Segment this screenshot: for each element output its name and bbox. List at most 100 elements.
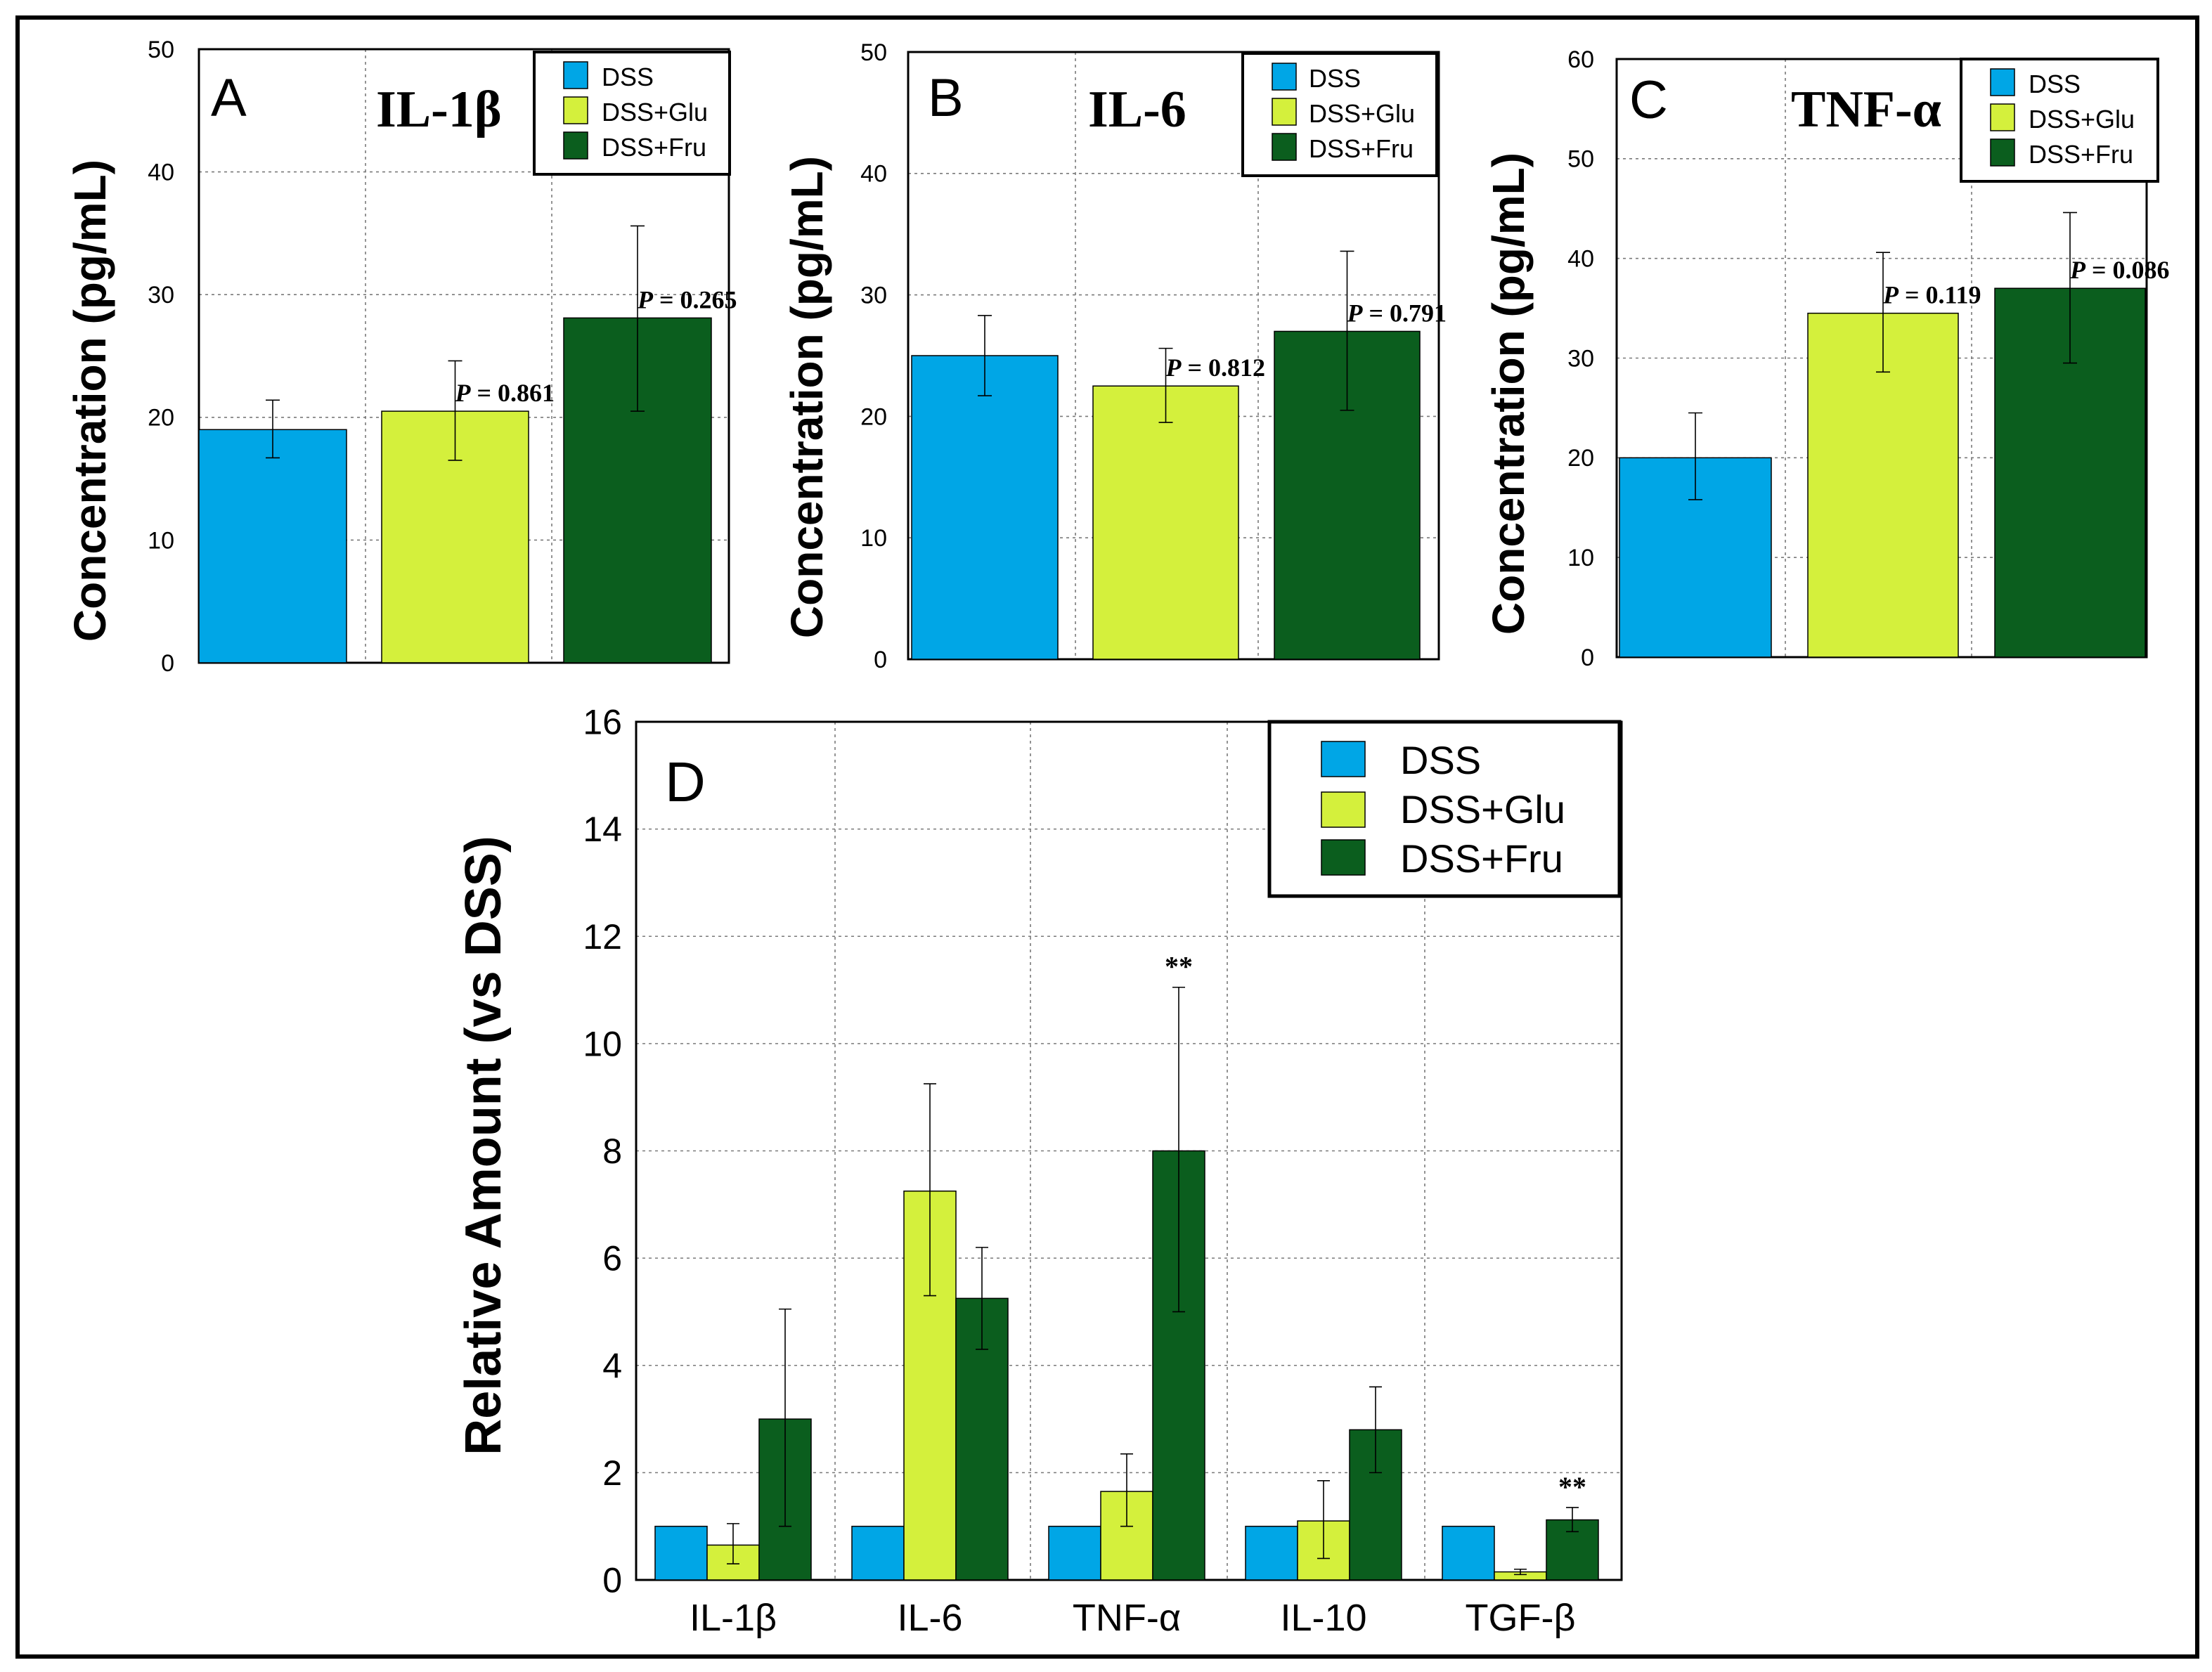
error-bar	[448, 360, 463, 461]
p-value-label: P = 0.086	[2069, 256, 2170, 284]
legend-swatch-fru	[563, 131, 588, 160]
bar-dss	[1048, 1525, 1101, 1581]
error-bar	[1369, 1386, 1382, 1474]
panel-b-letter: B	[928, 68, 964, 128]
panel-a-legend: DSS DSS+Glu DSS+Fru	[533, 51, 731, 176]
bar-dss	[1245, 1525, 1298, 1581]
y-tick-label: 12	[583, 917, 622, 957]
error-bar	[266, 399, 280, 459]
y-tick-label: 10	[148, 527, 174, 554]
legend-swatch-glu	[1321, 791, 1366, 828]
y-tick-label: 10	[860, 525, 887, 552]
error-bar	[1340, 250, 1354, 411]
p-value-label: P = 0.791	[1347, 299, 1447, 327]
y-tick-label: 4	[602, 1346, 622, 1385]
legend-label-glu: DSS+Glu	[2029, 105, 2135, 134]
legend-swatch-dss	[1321, 741, 1366, 777]
error-bar	[978, 315, 992, 396]
p-value-label: P = 0.119	[1882, 281, 1981, 309]
panel-b-legend: DSS DSS+Glu DSS+Fru	[1241, 52, 1438, 177]
bar-dss	[654, 1525, 708, 1581]
figure-frame	[15, 15, 2199, 1659]
error-bar	[630, 225, 645, 412]
legend-label-fru: DSS+Fru	[2029, 140, 2133, 169]
x-tick-label: IL-1β	[690, 1597, 777, 1639]
y-tick-label: 6	[602, 1239, 622, 1278]
y-tick-label: 30	[1567, 345, 1594, 372]
p-value-label: P = 0.812	[1165, 354, 1266, 382]
bar-glu	[1092, 385, 1239, 660]
panel-c-ylabel: Concentration (pg/mL)	[1483, 153, 1534, 635]
legend-label-fru: DSS+Fru	[1400, 836, 1563, 881]
legend-swatch-fru	[1990, 138, 2015, 167]
error-bar	[1688, 412, 1702, 500]
y-tick-label: 8	[602, 1132, 622, 1171]
x-tick-label: TGF-β	[1465, 1597, 1575, 1639]
error-bar	[727, 1523, 739, 1564]
p-value-label: P = 0.861	[455, 379, 555, 407]
significance-label: **	[1165, 951, 1193, 983]
y-tick-label: 40	[1567, 246, 1594, 273]
panel-d-letter: D	[665, 751, 706, 813]
panel-b-ylabel: Concentration (pg/mL)	[782, 156, 832, 638]
error-bar	[1514, 1568, 1527, 1576]
legend-label-dss: DSS	[602, 63, 654, 91]
error-bar	[1317, 1480, 1330, 1560]
panel-c-title: TNF-α	[1791, 81, 1941, 138]
panel-c-legend: DSS DSS+Glu DSS+Fru	[1960, 58, 2159, 183]
y-tick-label: 0	[161, 650, 174, 677]
panel-c: C TNF-α P = 0.119 P = 0.086 0 10 20 30 40 50 60…	[1483, 46, 2170, 671]
panel-a-letter: A	[211, 68, 247, 128]
error-bar	[2063, 212, 2077, 364]
legend-swatch-fru	[1272, 133, 1297, 161]
legend-label-dss: DSS	[2029, 70, 2081, 98]
legend-label-glu: DSS+Glu	[1400, 787, 1565, 831]
error-bar	[924, 1083, 936, 1297]
y-tick-label: 10	[583, 1024, 622, 1063]
y-tick-label: 40	[860, 161, 887, 188]
y-tick-label: 50	[860, 39, 887, 66]
bar-fru	[1274, 330, 1421, 660]
panel-d: D ** ** 0 2 4 6 8 10 12 14 16 IL-1β IL-6 TNF-α IL-10…	[455, 703, 1623, 1639]
panel-c-letter: C	[1629, 70, 1668, 130]
error-bar	[1566, 1507, 1579, 1533]
legend-label-dss: DSS	[1400, 738, 1481, 782]
y-tick-label: 60	[1567, 46, 1594, 73]
significance-label: **	[1558, 1471, 1586, 1503]
y-tick-label: 20	[1567, 445, 1594, 472]
legend-swatch-glu	[563, 96, 588, 124]
legend-label-fru: DSS+Fru	[602, 133, 706, 162]
bar-dss	[851, 1525, 905, 1581]
panel-a-title: IL-1β	[376, 81, 502, 138]
error-bar	[1158, 347, 1173, 423]
legend-label-dss: DSS	[1309, 64, 1361, 93]
panel-a-ylabel: Concentration (pg/mL)	[65, 160, 115, 642]
y-tick-label: 16	[583, 703, 622, 742]
x-tick-label: IL-6	[897, 1597, 962, 1639]
y-tick-label: 50	[1567, 146, 1594, 173]
y-tick-label: 0	[1581, 644, 1594, 671]
y-tick-label: 30	[860, 283, 887, 309]
error-bar	[976, 1247, 988, 1350]
panel-d-legend: DSS DSS+Glu DSS+Fru	[1267, 720, 1622, 898]
y-tick-label: 0	[874, 647, 887, 673]
x-tick-label: IL-10	[1280, 1597, 1366, 1639]
bar-dss	[1442, 1525, 1495, 1581]
y-tick-label: 30	[148, 282, 174, 309]
y-tick-label: 2	[602, 1453, 622, 1493]
panel-d-ylabel: Relative Amount (vs DSS)	[455, 836, 512, 1456]
y-tick-label: 10	[1567, 545, 1594, 571]
legend-swatch-glu	[1990, 103, 2015, 131]
panel-a: A IL-1β P = 0.861 P = 0.265 0 10 20 30 40 50 C…	[65, 37, 737, 677]
legend-swatch-fru	[1321, 839, 1366, 876]
legend-label-fru: DSS+Fru	[1309, 134, 1414, 163]
y-tick-label: 50	[148, 37, 174, 63]
y-tick-label: 20	[860, 403, 887, 430]
y-tick-label: 0	[602, 1561, 622, 1600]
error-bar	[1876, 252, 1890, 373]
legend-label-glu: DSS+Glu	[1309, 99, 1415, 128]
legend-swatch-dss	[1990, 68, 2015, 96]
panel-b-title: IL-6	[1088, 81, 1186, 138]
y-tick-label: 40	[148, 160, 174, 186]
